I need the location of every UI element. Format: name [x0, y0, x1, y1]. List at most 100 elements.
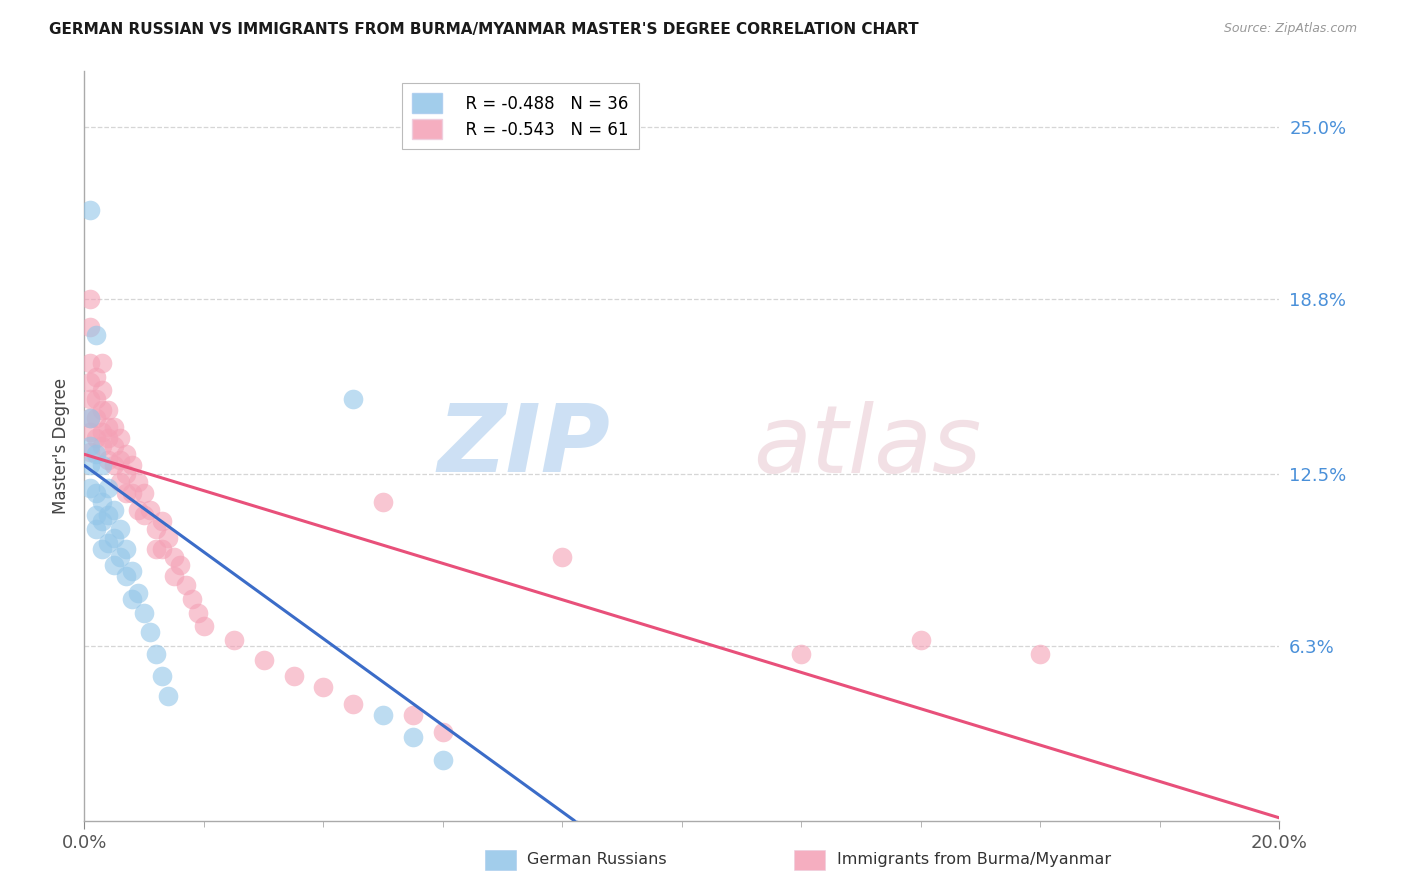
Point — [150, 541, 173, 556]
Point — [157, 689, 180, 703]
Point — [91, 439, 114, 453]
Point — [127, 586, 149, 600]
Point — [86, 369, 108, 384]
Point — [187, 606, 209, 620]
Point — [91, 356, 114, 370]
Point — [110, 549, 132, 564]
Point — [145, 541, 167, 556]
Point — [790, 647, 813, 661]
Point — [86, 486, 108, 500]
Point — [79, 458, 101, 473]
Point — [127, 475, 149, 489]
Point — [91, 384, 114, 398]
Point — [97, 431, 120, 445]
Point — [283, 669, 305, 683]
Point — [97, 536, 120, 550]
Text: ZIP: ZIP — [437, 400, 610, 492]
Point — [145, 647, 167, 661]
Point — [342, 697, 364, 711]
Point — [91, 403, 114, 417]
Point — [103, 503, 125, 517]
Point — [91, 425, 114, 439]
Point — [103, 531, 125, 545]
Point — [121, 591, 143, 606]
Point — [174, 578, 197, 592]
Point — [79, 425, 101, 439]
Point — [139, 624, 162, 639]
Point — [115, 467, 138, 481]
Point — [79, 392, 101, 406]
Point — [91, 494, 114, 508]
Point — [97, 481, 120, 495]
Point — [86, 431, 108, 445]
Text: Source: ZipAtlas.com: Source: ZipAtlas.com — [1223, 22, 1357, 36]
Point — [86, 392, 108, 406]
Point — [115, 569, 138, 583]
Point — [163, 549, 186, 564]
Point — [312, 681, 335, 695]
Point — [79, 356, 101, 370]
Point — [91, 514, 114, 528]
Point — [150, 669, 173, 683]
Point — [79, 444, 101, 458]
Text: Immigrants from Burma/Myanmar: Immigrants from Burma/Myanmar — [837, 853, 1111, 867]
Point — [115, 447, 138, 461]
Point — [110, 453, 132, 467]
Point — [79, 411, 101, 425]
Point — [79, 481, 101, 495]
Point — [373, 708, 395, 723]
Point — [103, 458, 125, 473]
Point — [402, 708, 425, 723]
Point — [103, 558, 125, 573]
Point — [103, 439, 125, 453]
Point — [1029, 647, 1052, 661]
Point — [97, 403, 120, 417]
Point — [86, 447, 108, 461]
Point — [181, 591, 204, 606]
Point — [79, 439, 101, 453]
Point — [86, 508, 108, 523]
Point — [121, 458, 143, 473]
Point — [193, 619, 215, 633]
Point — [79, 411, 101, 425]
Point — [169, 558, 191, 573]
Point — [132, 486, 156, 500]
Point — [115, 486, 138, 500]
Point — [79, 319, 101, 334]
Point — [110, 522, 132, 536]
Point — [342, 392, 364, 406]
Point — [402, 731, 425, 745]
Point — [115, 541, 138, 556]
Point — [103, 419, 125, 434]
Text: GERMAN RUSSIAN VS IMMIGRANTS FROM BURMA/MYANMAR MASTER'S DEGREE CORRELATION CHAR: GERMAN RUSSIAN VS IMMIGRANTS FROM BURMA/… — [49, 22, 920, 37]
Point — [150, 514, 173, 528]
Point — [163, 569, 186, 583]
Point — [222, 633, 245, 648]
Point — [132, 508, 156, 523]
Text: atlas: atlas — [754, 401, 981, 491]
Point — [432, 724, 454, 739]
Point — [86, 328, 108, 343]
Point — [253, 653, 276, 667]
Point — [110, 475, 132, 489]
Point — [373, 494, 395, 508]
Text: German Russians: German Russians — [527, 853, 666, 867]
Point — [97, 419, 120, 434]
Point — [432, 753, 454, 767]
Point — [127, 503, 149, 517]
Point — [97, 508, 120, 523]
Point — [97, 453, 120, 467]
Point — [121, 486, 143, 500]
Y-axis label: Master's Degree: Master's Degree — [52, 378, 70, 514]
Point — [86, 522, 108, 536]
Point — [551, 549, 574, 564]
Point — [910, 633, 932, 648]
Point — [157, 531, 180, 545]
Point — [132, 606, 156, 620]
Point — [79, 375, 101, 389]
Point — [79, 292, 101, 306]
Point — [91, 458, 114, 473]
Point — [79, 203, 101, 218]
Legend:   R = -0.488   N = 36,   R = -0.543   N = 61: R = -0.488 N = 36, R = -0.543 N = 61 — [402, 84, 638, 149]
Point — [110, 431, 132, 445]
